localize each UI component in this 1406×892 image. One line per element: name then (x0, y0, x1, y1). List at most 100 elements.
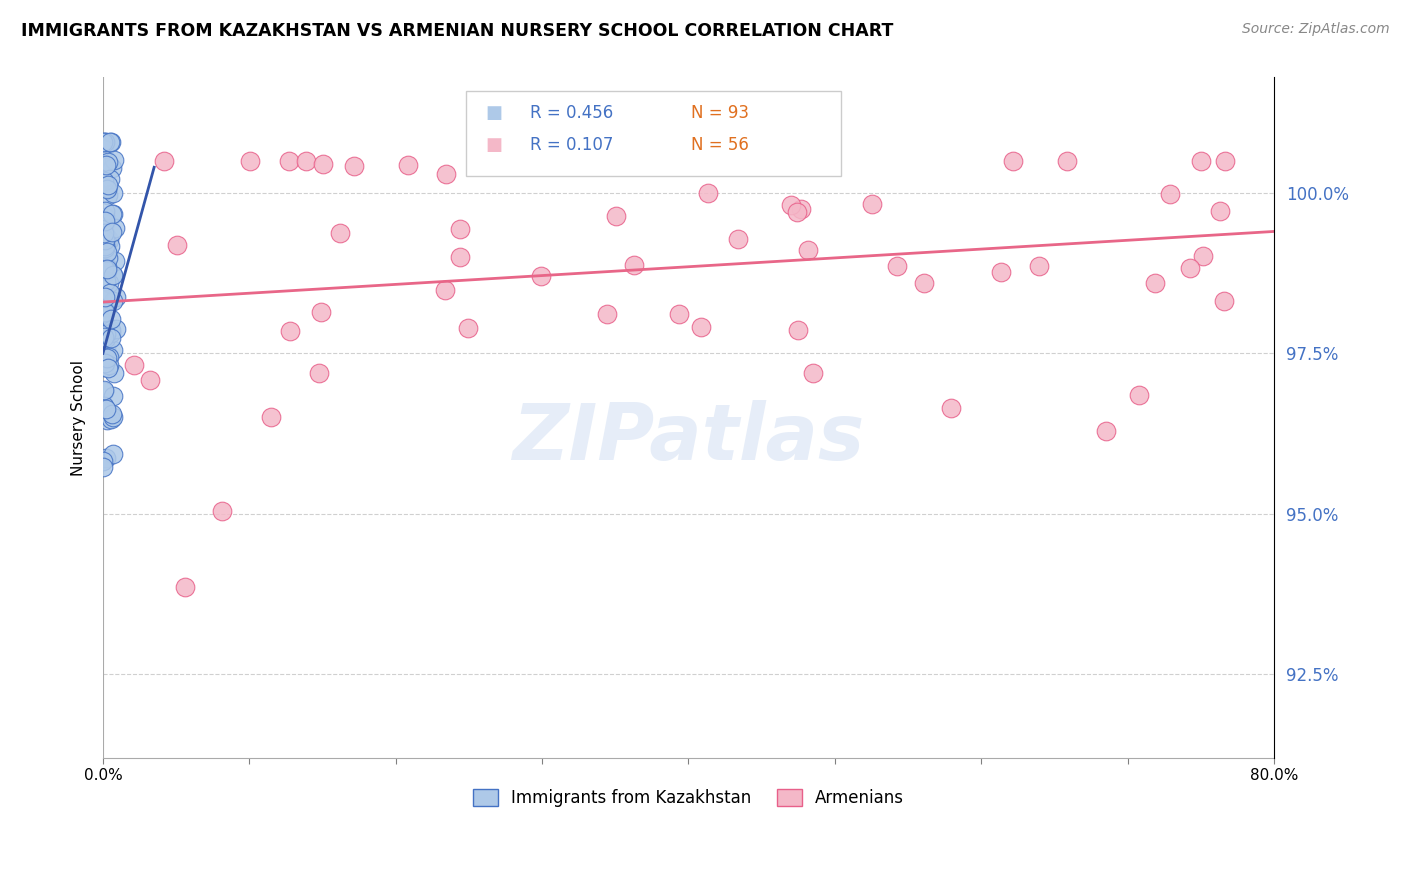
Point (93, 309, 115, 323)
Point (97, 361, 120, 376)
Point (101, 161, 124, 175)
Point (98, 358, 121, 372)
Point (309, 304, 332, 318)
Point (96, 319, 118, 334)
Point (98, 350, 121, 364)
Point (93, 453, 115, 467)
Point (100, 311, 122, 326)
Point (101, 206, 124, 220)
Point (1094, 425, 1116, 439)
Point (96, 351, 118, 366)
Point (103, 153, 125, 167)
Point (103, 366, 125, 380)
Point (343, 159, 366, 173)
Point (122, 359, 145, 373)
Point (100, 323, 122, 337)
Point (139, 373, 162, 387)
Point (780, 198, 803, 212)
Point (96, 402, 118, 417)
Point (449, 222, 471, 236)
Point (105, 322, 128, 336)
Point (94, 356, 117, 370)
Text: N = 56: N = 56 (690, 136, 748, 154)
Point (97, 233, 120, 247)
Point (786, 205, 808, 219)
Point (91, 287, 114, 301)
Point (520, 153, 543, 168)
Point (93, 214, 115, 228)
Point (93, 233, 115, 247)
Text: Source: ZipAtlas.com: Source: ZipAtlas.com (1241, 22, 1389, 37)
Point (93, 384, 115, 398)
Point (93, 305, 115, 319)
Point (278, 153, 301, 168)
Point (433, 283, 456, 297)
Point (101, 268, 124, 282)
Point (94, 260, 117, 274)
Point (93, 226, 115, 240)
Point (239, 153, 262, 168)
Point (96, 260, 118, 274)
Point (1144, 276, 1167, 290)
Point (457, 321, 479, 335)
Point (1159, 186, 1181, 201)
Point (93, 261, 115, 276)
Point (101, 226, 124, 240)
Point (94, 215, 117, 229)
Point (1028, 260, 1050, 274)
Point (94, 326, 117, 341)
Point (96, 182, 118, 196)
Point (101, 410, 124, 425)
Point (93, 238, 115, 252)
Point (668, 307, 690, 321)
Text: ■: ■ (486, 136, 503, 154)
Point (941, 401, 963, 415)
Point (886, 259, 908, 273)
FancyBboxPatch shape (465, 91, 841, 176)
Point (94, 241, 117, 255)
Point (1178, 260, 1201, 275)
Point (530, 268, 553, 283)
Point (96, 244, 118, 259)
Point (790, 202, 813, 216)
Y-axis label: Nursery School: Nursery School (72, 359, 86, 475)
Point (94, 211, 117, 225)
Text: ■: ■ (486, 104, 503, 122)
Point (801, 367, 824, 381)
Point (93, 383, 115, 397)
Point (1209, 203, 1232, 218)
Text: ZIPatlas: ZIPatlas (512, 400, 865, 476)
Point (94, 330, 117, 344)
Point (605, 210, 627, 224)
Point (98, 172, 121, 186)
Point (259, 410, 281, 425)
Point (97, 251, 120, 265)
Point (696, 186, 718, 200)
Point (93, 141, 115, 155)
Point (396, 158, 419, 172)
Point (96, 413, 118, 427)
Point (93, 399, 115, 413)
Text: R = 0.456: R = 0.456 (530, 104, 613, 122)
Point (94, 135, 117, 149)
Point (100, 135, 122, 149)
Point (98, 135, 121, 149)
Point (94, 328, 117, 343)
Point (98, 276, 121, 290)
Point (623, 258, 645, 272)
Point (990, 265, 1012, 279)
Point (702, 153, 724, 168)
Point (97, 154, 120, 169)
Point (93, 399, 115, 413)
Point (96, 262, 118, 277)
Point (104, 254, 127, 268)
Point (96, 236, 118, 251)
Point (100, 207, 122, 221)
Point (96, 264, 118, 278)
Point (690, 320, 713, 334)
Point (295, 153, 318, 168)
Point (860, 197, 883, 211)
Point (449, 250, 471, 264)
Point (101, 343, 124, 357)
Point (91, 460, 114, 475)
